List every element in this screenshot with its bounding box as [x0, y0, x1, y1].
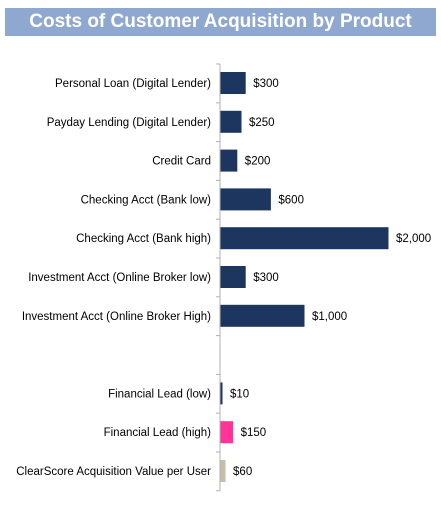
- bar: [220, 110, 242, 133]
- value-labels: $300 $250 $200 $600 $2,000 $300 $1,000 $10 $150 $…: [230, 78, 431, 478]
- category-label: Checking Acct (Bank high): [76, 233, 211, 245]
- bar: [220, 266, 246, 288]
- category-label: Investment Acct (Online Broker low): [28, 272, 211, 284]
- value-label: $300: [253, 272, 279, 284]
- value-label: $150: [241, 427, 267, 439]
- value-label: $250: [249, 117, 275, 129]
- y-axis-ticks: [216, 63, 220, 492]
- bar: [220, 149, 238, 172]
- bar: [220, 421, 234, 444]
- bar: [220, 304, 305, 327]
- category-label: Checking Acct (Bank low): [81, 194, 212, 206]
- category-label: Financial Lead (low): [108, 388, 211, 400]
- chart-title: Costs of Customer Acquisition by Product: [5, 8, 436, 36]
- category-label: Financial Lead (high): [104, 427, 212, 439]
- bar: [220, 72, 246, 94]
- bars-layer: [220, 72, 389, 482]
- category-labels: Personal Loan (Digital Lender) Payday Len…: [16, 78, 211, 478]
- value-label: $1,000: [312, 311, 347, 323]
- value-label: $2,000: [396, 233, 431, 245]
- value-label: $300: [253, 78, 279, 90]
- category-label: Investment Acct (Online Broker High): [22, 311, 211, 323]
- bar: [220, 227, 389, 250]
- bar: [220, 188, 271, 211]
- category-label: Personal Loan (Digital Lender): [55, 78, 211, 90]
- value-label: $200: [245, 156, 271, 168]
- value-label: $600: [278, 194, 304, 206]
- bar: [220, 382, 223, 405]
- value-label: $10: [230, 388, 249, 400]
- category-label: Credit Card: [152, 156, 211, 168]
- bar: [220, 460, 226, 482]
- category-label: Payday Lending (Digital Lender): [47, 117, 211, 129]
- category-label: ClearScore Acquisition Value per User: [16, 466, 211, 478]
- value-label: $60: [233, 466, 252, 478]
